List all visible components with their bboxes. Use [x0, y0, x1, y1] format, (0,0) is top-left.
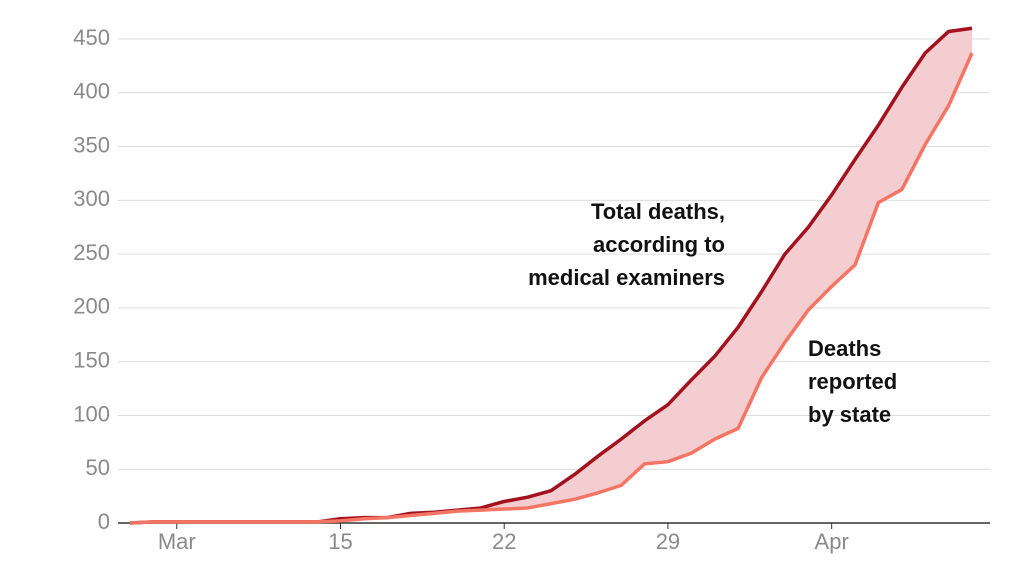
x-tick-label: 22	[492, 529, 516, 554]
x-tick-label: 15	[328, 529, 352, 554]
x-tick-label: Apr	[815, 529, 849, 554]
annotation-line: according to	[593, 232, 725, 257]
y-tick-label: 150	[73, 347, 110, 372]
annotation-line: reported	[808, 369, 897, 394]
annotation-line: Deaths	[808, 336, 881, 361]
annotation-line: medical examiners	[528, 265, 725, 290]
annotation: Total deaths, according to medical examine…	[528, 199, 725, 290]
x-tick-label: Mar	[158, 529, 196, 554]
y-tick-label: 450	[73, 25, 110, 50]
y-tick-label: 100	[73, 401, 110, 426]
gap-area	[130, 28, 972, 523]
y-tick-label: 250	[73, 240, 110, 265]
y-tick-label: 50	[86, 455, 110, 480]
y-tick-label: 400	[73, 79, 110, 104]
series-line	[129, 52, 974, 525]
annotation-line: Total deaths,	[591, 199, 725, 224]
x-tick-label: 29	[656, 529, 680, 554]
annotation-line: by state	[808, 402, 891, 427]
y-tick-label: 350	[73, 132, 110, 157]
annotation: Deaths reported by state	[808, 336, 897, 427]
y-tick-label: 0	[98, 509, 110, 534]
y-tick-label: 200	[73, 294, 110, 319]
y-tick-label: 300	[73, 186, 110, 211]
